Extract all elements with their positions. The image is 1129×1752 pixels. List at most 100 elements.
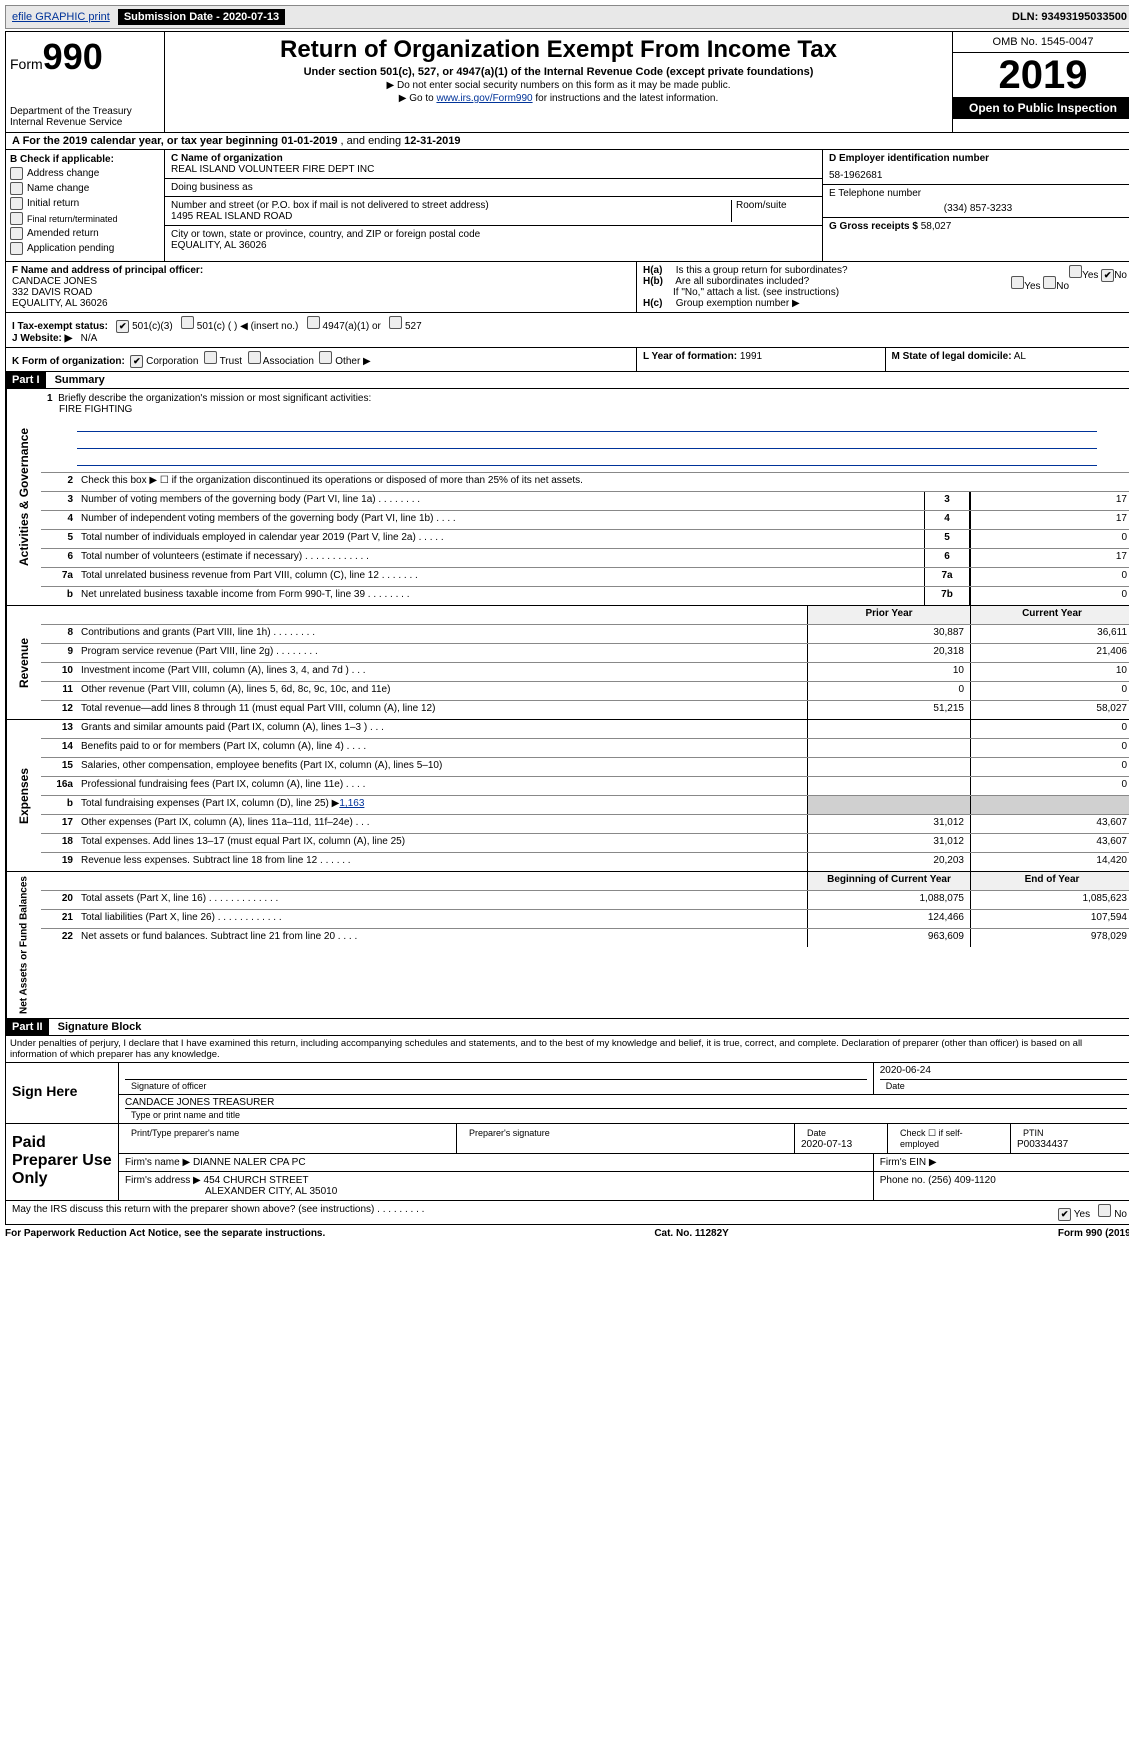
l8-desc: Contributions and grants (Part VIII, lin… [77,625,807,643]
paperwork-notice: For Paperwork Reduction Act Notice, see … [5,1228,325,1239]
line-9: 9Program service revenue (Part VIII, lin… [41,643,1129,662]
l19-current: 14,420 [970,853,1129,871]
org-name: REAL ISLAND VOLUNTEER FIRE DEPT INC [171,164,816,175]
l2-num: 2 [41,473,77,491]
header-right: OMB No. 1545-0047 2019 Open to Public In… [952,32,1129,132]
l15-current: 0 [970,758,1129,776]
city-label: City or town, state or province, country… [171,229,816,240]
checkbox-icon[interactable] [319,351,332,364]
irs-gov-link[interactable]: www.irs.gov/Form990 [436,93,532,104]
checkbox-icon[interactable] [389,316,402,329]
form-prefix: Form [10,56,43,72]
net-assets-section: Net Assets or Fund Balances Beginning of… [5,872,1129,1019]
line-6: 6 Total number of volunteers (estimate i… [41,548,1129,567]
efile-link[interactable]: efile GRAPHIC print [12,11,110,23]
part1-row: Part I Summary [5,372,1129,389]
l21-desc: Total liabilities (Part X, line 26) . . … [77,910,807,928]
officer-addr2: EQUALITY, AL 36026 [12,298,630,309]
firm-phone: (256) 409-1120 [928,1175,996,1186]
l6-num: 6 [41,549,77,567]
checkbox-icon[interactable] [1043,276,1056,289]
sig-name: CANDACE JONES TREASURER [125,1097,1127,1109]
sig-officer-cell: Signature of officer [119,1063,874,1094]
checkbox-checked-icon[interactable]: ✔ [130,355,143,368]
cat-no: Cat. No. 11282Y [654,1228,728,1239]
checkbox-icon[interactable] [10,182,23,195]
l22-num: 22 [41,929,77,947]
f-label: F Name and address of principal officer: [12,265,630,276]
checkbox-checked-icon[interactable]: ✔ [116,320,129,333]
firm-addr-cell: Firm's address ▶ 454 CHURCH STREET ALEXA… [119,1172,874,1200]
opt-4947: 4947(a)(1) or [323,321,381,332]
line-16b: bTotal fundraising expenses (Part IX, co… [41,795,1129,814]
l3-num: 3 [41,492,77,510]
line-11: 11Other revenue (Part VIII, column (A), … [41,681,1129,700]
h-c-row: H(c) Group exemption number ▶ [643,298,1127,309]
l20-current: 1,085,623 [970,891,1129,909]
street-label: Number and street (or P.O. box if mail i… [171,200,727,211]
line-8: 8Contributions and grants (Part VIII, li… [41,624,1129,643]
l18-prior: 31,012 [807,834,970,852]
l13-prior [807,720,970,738]
l22-desc: Net assets or fund balances. Subtract li… [77,929,807,947]
checkbox-icon[interactable] [1011,276,1024,289]
ein-value: 58-1962681 [829,170,1127,181]
section-c: C Name of organization REAL ISLAND VOLUN… [165,150,823,261]
checkbox-icon[interactable] [10,242,23,255]
note2-suffix: for instructions and the latest informat… [533,93,719,104]
checkbox-icon[interactable] [248,351,261,364]
l20-prior: 1,088,075 [807,891,970,909]
checkbox-icon[interactable] [10,227,23,240]
sign-here-section: Sign Here Signature of officer 2020-06-2… [5,1063,1129,1124]
firm-addr-label: Firm's address ▶ [125,1175,201,1186]
part1-title: Summary [49,372,111,388]
part1-label: Part I [6,372,46,388]
j-label: J Website: ▶ [12,333,72,344]
l1-num: 1 [47,393,53,404]
ein-cell: D Employer identification number 58-1962… [823,150,1129,185]
gross-value: 58,027 [921,221,952,232]
form-number: Form990 [10,36,160,78]
dba-cell: Doing business as [165,179,822,197]
expenses-section: Expenses 13Grants and similar amounts pa… [5,720,1129,872]
line-19: 19Revenue less expenses. Subtract line 1… [41,852,1129,871]
checkbox-icon[interactable] [1069,265,1082,278]
form-footer: Form 990 (2019) [1058,1228,1129,1239]
section-m: M State of legal domicile: AL [886,348,1129,371]
chk-address-change: Address change [10,167,160,180]
blank [77,606,807,624]
l14-desc: Benefits paid to or for members (Part IX… [77,739,807,757]
line-2: 2 Check this box ▶ ☐ if the organization… [41,472,1129,491]
k-corp: Corporation [146,356,198,367]
part2-title: Signature Block [52,1019,148,1035]
l3-desc: Number of voting members of the governin… [77,492,924,510]
gross-label: G Gross receipts $ [829,221,918,232]
checkbox-checked-icon[interactable]: ✔ [1101,269,1114,282]
firm-phone-cell: Phone no. (256) 409-1120 [874,1172,1129,1200]
dept-treasury: Department of the Treasury [10,106,160,117]
l13-desc: Grants and similar amounts paid (Part IX… [77,720,807,738]
tax-year: 2019 [953,53,1129,97]
part2-row: Part II Signature Block Under penalties … [5,1019,1129,1063]
side-net: Net Assets or Fund Balances [6,872,41,1018]
checkbox-checked-icon[interactable]: ✔ [1058,1208,1071,1221]
sign-row-2: CANDACE JONES TREASURER Type or print na… [119,1095,1129,1123]
checkbox-icon[interactable] [307,316,320,329]
l14-num: 14 [41,739,77,757]
l4-box: 4 [924,511,970,529]
l16b-amt[interactable]: 1,163 [339,798,364,809]
checkbox-icon[interactable] [10,212,23,225]
checkbox-icon[interactable] [10,197,23,210]
checkbox-icon[interactable] [1098,1204,1111,1217]
k-l-m-row: K Form of organization: ✔ Corporation Tr… [5,348,1129,372]
l5-desc: Total number of individuals employed in … [77,530,924,548]
line-15: 15Salaries, other compensation, employee… [41,757,1129,776]
checkbox-icon[interactable] [181,316,194,329]
opt-501c3: 501(c)(3) [132,321,173,332]
checkbox-icon[interactable] [204,351,217,364]
l17-desc: Other expenses (Part IX, column (A), lin… [77,815,807,833]
rev-content: Prior Year Current Year 8Contributions a… [41,606,1129,719]
name-label: C Name of organization [171,153,816,164]
h-a-row: H(a) Is this a group return for subordin… [643,265,1127,276]
checkbox-icon[interactable] [10,167,23,180]
